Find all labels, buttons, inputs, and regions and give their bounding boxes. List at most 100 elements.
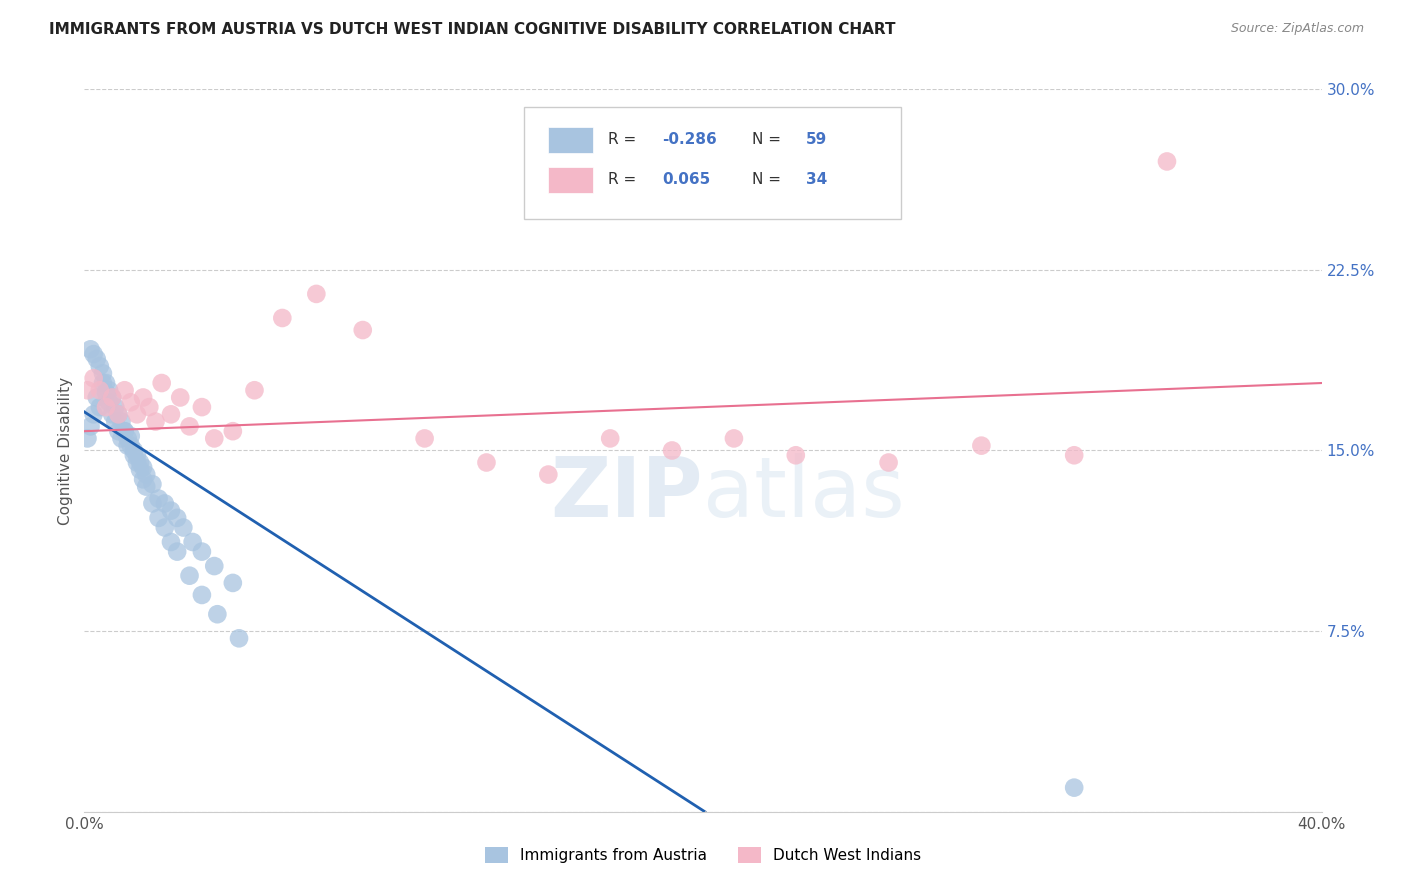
- Point: [89, 359, 111, 373]
- Point: [110, 415, 132, 429]
- Point: [117, 439, 139, 453]
- FancyBboxPatch shape: [548, 127, 593, 153]
- Point: [135, 467, 157, 482]
- Point: [89, 400, 111, 414]
- Point: [181, 535, 204, 549]
- Point: [94, 400, 117, 414]
- Y-axis label: Cognitive Disability: Cognitive Disability: [58, 376, 73, 524]
- Point: [877, 455, 900, 469]
- Point: [228, 632, 250, 646]
- Point: [114, 424, 136, 438]
- Point: [172, 520, 194, 534]
- Point: [104, 415, 127, 429]
- Point: [120, 395, 142, 409]
- Text: ZIP: ZIP: [551, 453, 703, 534]
- Point: [107, 407, 129, 421]
- Point: [86, 391, 108, 405]
- Point: [79, 419, 101, 434]
- Point: [352, 323, 374, 337]
- Text: 59: 59: [806, 132, 827, 147]
- Point: [135, 480, 157, 494]
- Point: [132, 472, 155, 486]
- Point: [723, 431, 745, 445]
- Point: [150, 376, 173, 390]
- Point: [138, 400, 160, 414]
- Point: [107, 424, 129, 438]
- Point: [120, 439, 142, 453]
- Point: [222, 424, 245, 438]
- Text: N =: N =: [752, 132, 786, 147]
- Text: N =: N =: [752, 172, 786, 187]
- Point: [160, 535, 183, 549]
- Text: Source: ZipAtlas.com: Source: ZipAtlas.com: [1230, 22, 1364, 36]
- Point: [1063, 780, 1085, 795]
- Point: [153, 520, 176, 534]
- Point: [83, 347, 105, 361]
- Text: atlas: atlas: [703, 453, 904, 534]
- Point: [122, 448, 145, 462]
- Legend: Immigrants from Austria, Dutch West Indians: Immigrants from Austria, Dutch West Indi…: [479, 841, 927, 869]
- Point: [114, 424, 136, 438]
- Point: [153, 496, 176, 510]
- Point: [160, 503, 183, 517]
- Point: [191, 400, 214, 414]
- Point: [129, 455, 152, 469]
- Point: [94, 385, 117, 400]
- Point: [132, 391, 155, 405]
- Point: [202, 431, 225, 445]
- Point: [207, 607, 229, 622]
- Point: [125, 455, 148, 469]
- Text: 0.065: 0.065: [662, 172, 710, 187]
- Point: [83, 407, 105, 421]
- Point: [110, 431, 132, 445]
- Point: [1156, 154, 1178, 169]
- Text: R =: R =: [607, 172, 641, 187]
- Point: [222, 576, 245, 591]
- Point: [148, 511, 170, 525]
- Point: [475, 455, 498, 469]
- Point: [785, 448, 807, 462]
- Point: [141, 496, 163, 510]
- Point: [166, 544, 188, 558]
- Text: 34: 34: [806, 172, 827, 187]
- Point: [122, 443, 145, 458]
- FancyBboxPatch shape: [548, 167, 593, 193]
- Point: [179, 568, 201, 582]
- Point: [86, 351, 108, 366]
- Point: [132, 460, 155, 475]
- Point: [202, 559, 225, 574]
- Point: [104, 400, 127, 414]
- Point: [191, 544, 214, 558]
- Point: [169, 391, 191, 405]
- Point: [413, 431, 436, 445]
- Point: [191, 588, 214, 602]
- Point: [114, 384, 136, 398]
- Point: [166, 511, 188, 525]
- Point: [970, 439, 993, 453]
- Text: IMMIGRANTS FROM AUSTRIA VS DUTCH WEST INDIAN COGNITIVE DISABILITY CORRELATION CH: IMMIGRANTS FROM AUSTRIA VS DUTCH WEST IN…: [49, 22, 896, 37]
- Point: [101, 407, 124, 421]
- Point: [145, 415, 167, 429]
- Point: [537, 467, 560, 482]
- Point: [101, 391, 124, 405]
- Point: [160, 407, 183, 421]
- Point: [661, 443, 683, 458]
- Point: [91, 367, 114, 381]
- Point: [107, 407, 129, 421]
- Point: [120, 429, 142, 443]
- Point: [83, 371, 105, 385]
- Point: [91, 376, 114, 390]
- Point: [89, 384, 111, 398]
- Point: [179, 419, 201, 434]
- Point: [305, 286, 328, 301]
- Point: [101, 391, 124, 405]
- Point: [599, 431, 621, 445]
- Text: -0.286: -0.286: [662, 132, 717, 147]
- Point: [148, 491, 170, 506]
- Text: R =: R =: [607, 132, 641, 147]
- Point: [125, 448, 148, 462]
- FancyBboxPatch shape: [523, 107, 901, 219]
- Point: [76, 384, 98, 398]
- Point: [125, 407, 148, 421]
- Point: [141, 477, 163, 491]
